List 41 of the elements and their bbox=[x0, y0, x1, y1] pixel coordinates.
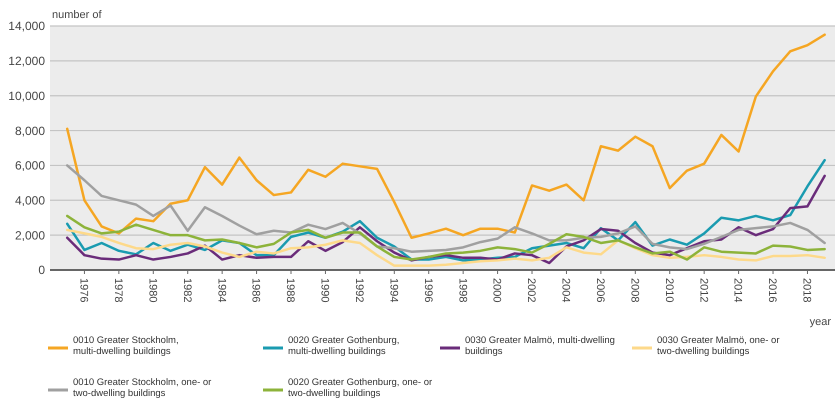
y-tick-label: 12,000 bbox=[8, 54, 46, 68]
x-tick-label: 1978 bbox=[112, 278, 124, 302]
x-tick-label: 1998 bbox=[456, 278, 468, 302]
x-tick-label: 2002 bbox=[525, 278, 538, 302]
y-tick-label: 10,000 bbox=[8, 88, 46, 103]
x-tick-label: 2008 bbox=[628, 278, 640, 302]
x-tick-label: 1984 bbox=[215, 278, 228, 302]
x-tick-label: 2004 bbox=[560, 278, 572, 302]
y-tick-label: 6,000 bbox=[14, 158, 46, 173]
line-series bbox=[66, 228, 826, 267]
x-axis-title: year bbox=[810, 316, 832, 328]
y-axis-title: number of bbox=[52, 9, 102, 21]
x-tick-label: 2016 bbox=[766, 278, 778, 302]
x-tick-label: 2018 bbox=[800, 278, 813, 302]
x-tick-label: 1976 bbox=[78, 278, 90, 302]
legend-label: 0010 Greater Stockholm, multi-dwelling buildings bbox=[73, 335, 179, 357]
y-tick-label: 4,000 bbox=[14, 193, 46, 208]
legend-label: 0030 Greater Malmö, one- or two-dwelling buildings bbox=[657, 335, 780, 357]
x-tick-label: 1996 bbox=[422, 278, 434, 302]
legend-label: 0020 Greater Gothenburg, multi-dwelling buildings bbox=[288, 335, 400, 357]
legend-label: 0030 Greater Malmö, multi-dwelling buildings bbox=[465, 335, 615, 357]
y-tick-label: 0 bbox=[38, 263, 46, 278]
y-tick-label: 8,000 bbox=[14, 124, 46, 138]
x-tick-label: 1990 bbox=[318, 278, 331, 302]
x-tick-label: 2006 bbox=[594, 278, 606, 302]
x-tick-label: 2010 bbox=[662, 278, 675, 302]
x-tick-label: 2014 bbox=[732, 278, 744, 302]
x-tick-label: 1986 bbox=[250, 278, 262, 302]
line-series bbox=[66, 214, 826, 261]
y-tick-label: 14,000 bbox=[8, 19, 46, 34]
x-tick-label: 1992 bbox=[353, 278, 366, 302]
x-tick-label: 1994 bbox=[387, 278, 400, 302]
legend-label: 0020 Greater Gothenburg, one- or two-dwelling buildings bbox=[288, 377, 432, 399]
x-tick-label: 1982 bbox=[180, 278, 193, 302]
x-tick-label: 2000 bbox=[490, 278, 503, 302]
x-tick-label: 2012 bbox=[697, 278, 710, 302]
x-tick-label: 1988 bbox=[284, 278, 296, 302]
legend-label: 0010 Greater Stockholm, one- or two-dwelling buildings bbox=[73, 377, 212, 399]
y-tick-label: 2,000 bbox=[14, 228, 46, 242]
x-tick-label: 1980 bbox=[146, 278, 158, 302]
line-series bbox=[66, 33, 826, 240]
